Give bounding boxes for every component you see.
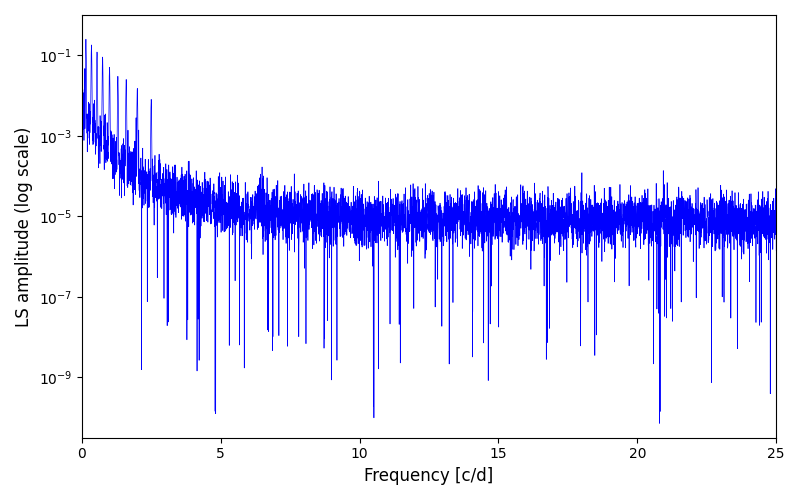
Y-axis label: LS amplitude (log scale): LS amplitude (log scale) [15,126,33,326]
X-axis label: Frequency [c/d]: Frequency [c/d] [364,467,494,485]
